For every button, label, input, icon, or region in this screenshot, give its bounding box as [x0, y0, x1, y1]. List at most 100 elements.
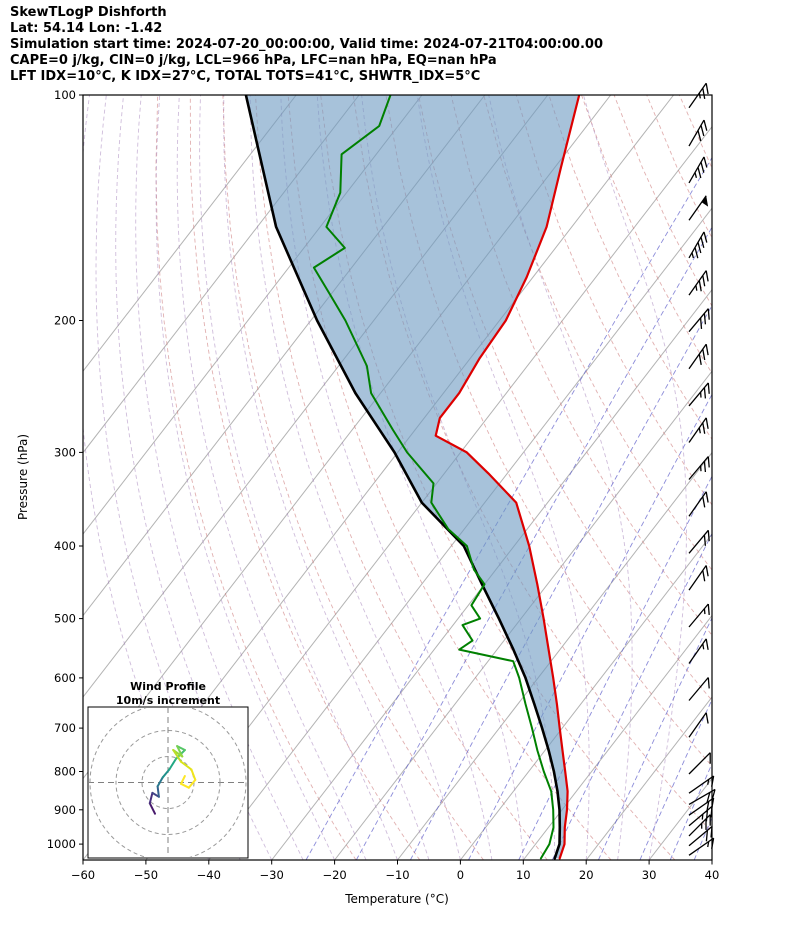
hodograph-inset: Wind Profile 10m/s increment — [88, 680, 248, 861]
shaded-area — [246, 95, 579, 858]
wind-barb — [689, 798, 714, 815]
isotherm-line — [712, 95, 794, 860]
wind-barb — [689, 157, 707, 183]
y-tick-label: 600 — [54, 671, 76, 685]
y-tick-label: 300 — [54, 445, 76, 459]
wind-barb — [689, 271, 708, 296]
y-axis-title: Pressure (hPa) — [16, 434, 30, 520]
hodograph-title: Wind Profile — [130, 680, 206, 693]
barb-feather — [703, 570, 705, 581]
barb-feather — [706, 830, 707, 841]
x-axis-title: Temperature (°C) — [344, 892, 449, 906]
y-tick-label: 400 — [54, 539, 76, 553]
barb-feather — [706, 639, 708, 650]
wind-barb — [689, 418, 708, 443]
barb-feather — [704, 157, 707, 168]
barb-half-feather — [692, 253, 693, 258]
barb-feather — [704, 388, 705, 399]
x-tick-label: 10 — [516, 868, 531, 882]
hodograph-plot — [88, 705, 248, 861]
barb-half-feather — [702, 814, 703, 819]
header-block: SkewTLogP Dishforth Lat: 54.14 Lon: -1.4… — [10, 5, 603, 84]
mixing-ratio-line — [640, 95, 794, 860]
barb-feather — [703, 88, 705, 99]
wind-barb — [689, 309, 709, 332]
barb-feather — [706, 271, 708, 282]
barb-feather — [701, 162, 704, 173]
barb-feather — [704, 120, 707, 131]
barb-feather — [703, 276, 705, 287]
hodograph-subtitle: 10m/s increment — [116, 694, 220, 707]
barb-half-feather — [703, 644, 704, 649]
wind-barb — [689, 344, 708, 369]
y-tick-label: 100 — [54, 88, 76, 102]
figure-times: Simulation start time: 2024-07-20_00:00:… — [10, 37, 603, 52]
figure-indices-line2: LFT IDX=10°C, K IDX=27°C, TOTAL TOTS=41°… — [10, 69, 480, 84]
barb-half-feather — [696, 285, 697, 290]
hodograph-trace-segment — [158, 786, 159, 796]
barb-feather — [701, 318, 702, 329]
x-tick-label: −30 — [260, 868, 284, 882]
barb-feather — [706, 344, 708, 355]
x-tick-label: −40 — [197, 868, 221, 882]
moist-adiabat-line — [583, 95, 686, 860]
y-tick-label: 200 — [54, 314, 76, 328]
dry-adiabat-line — [777, 95, 794, 860]
mixing-ratio-line — [670, 95, 794, 860]
wind-barb — [689, 753, 710, 774]
isotherm-line — [523, 95, 794, 860]
wind-barbs-layer — [689, 83, 715, 855]
wind-barb — [689, 678, 709, 701]
wind-barb — [689, 232, 707, 258]
wind-barb — [689, 492, 708, 517]
wind-barb — [689, 566, 708, 591]
barb-feather — [706, 83, 708, 94]
barb-feather — [701, 125, 704, 136]
y-tick-label: 700 — [54, 721, 76, 735]
barb-feather — [708, 604, 709, 615]
y-tick-label: 900 — [54, 803, 76, 817]
wind-barb — [689, 713, 708, 738]
x-tick-label: −60 — [71, 868, 95, 882]
wind-barb — [689, 838, 714, 855]
barb-half-feather — [704, 609, 705, 615]
barb-feather — [708, 457, 709, 468]
profiles-layer — [246, 95, 579, 858]
dry-adiabat-line — [582, 95, 794, 860]
x-tick-label: 20 — [579, 868, 594, 882]
x-tick-label: 40 — [705, 868, 720, 882]
barb-feather — [706, 713, 708, 724]
barb-feather — [708, 383, 709, 394]
barb-half-feather — [699, 428, 700, 433]
barb-feather — [706, 566, 708, 577]
barb-feather — [704, 313, 705, 324]
dry-adiabat-line — [614, 95, 794, 860]
dry-adiabat-line — [647, 95, 794, 860]
x-tick-label: 0 — [457, 868, 464, 882]
figure-title: SkewTLogP Dishforth — [10, 5, 167, 20]
barb-feather — [706, 418, 708, 429]
wind-barb — [689, 457, 709, 480]
barb-feather — [698, 167, 701, 178]
barb-half-feather — [699, 93, 700, 98]
wind-barb — [689, 383, 709, 406]
barb-half-feather — [695, 173, 696, 178]
dry-adiabat-line — [549, 95, 794, 860]
wind-barb — [689, 639, 708, 664]
y-tick-label: 800 — [54, 765, 76, 779]
mixing-ratio-line — [694, 95, 794, 860]
x-tick-label: −20 — [322, 868, 346, 882]
dry-adiabat-line — [712, 95, 794, 860]
wind-barb — [689, 776, 714, 793]
figure-location: Lat: 54.14 Lon: -1.42 — [10, 21, 162, 36]
barb-feather — [708, 678, 709, 689]
barb-feather — [708, 309, 709, 320]
wind-barb — [689, 120, 707, 146]
y-tick-label: 1000 — [47, 837, 76, 851]
x-tick-label: 30 — [642, 868, 657, 882]
x-tick-label: −50 — [134, 868, 158, 882]
barb-feather — [704, 461, 705, 472]
barb-feather — [703, 497, 705, 508]
